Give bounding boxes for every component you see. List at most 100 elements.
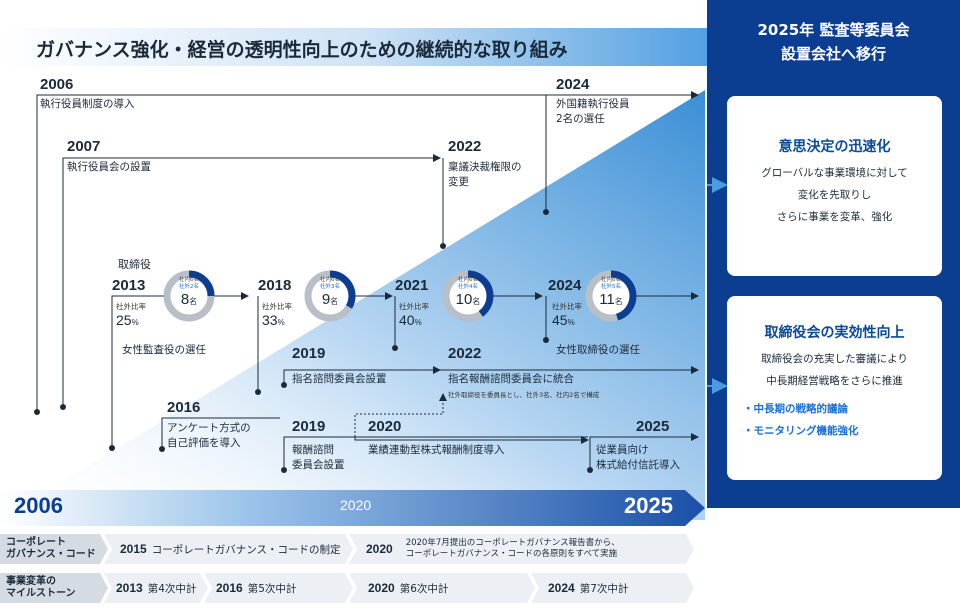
female-director-text: 女性取締役の選任 <box>556 344 640 356</box>
decision-panel: 意思決定の迅速化 グローバルな事業環境に対して 変化を先取りし さらに事業を変革… <box>727 96 942 276</box>
plan-item-2024-text: 第7次中計 <box>579 582 629 595</box>
board-title: 取締役会の実効性向上 <box>764 325 905 341</box>
board-label: 取締役 <box>118 258 151 271</box>
transition-line2: 設置会社へ移行 <box>780 45 886 63</box>
donut-total-unit: 名 <box>189 297 198 306</box>
ratio-caption: 社外比率 <box>552 302 582 311</box>
year-2006: 2006 <box>40 76 74 93</box>
ratio-value: 45% <box>552 312 575 328</box>
event-2022b-text: 指名報酬諮問委員会に統合 <box>448 373 574 385</box>
ratio-unit: % <box>277 318 285 327</box>
ratio-caption: 社外比率 <box>262 302 292 311</box>
event-2016-line1: アンケート方式の <box>167 422 251 434</box>
donut-outside-share <box>585 270 637 322</box>
board-panel: 取締役会の実効性向上 取締役会の充実した審議により 中長期経営戦略をさらに推進 … <box>727 296 942 480</box>
donut-outside-share <box>304 270 356 322</box>
year-2016: 2016 <box>167 399 201 416</box>
code-item-2020-line2: コーポレートガバナンス・コードの各原則をすべて実施 <box>405 549 618 559</box>
donut-inside-count: 社内6名 <box>320 277 340 283</box>
code-item-2020: 2020 2020年7月提出のコーポレートガバナンス報告書から、 コーポレートガ… <box>366 534 620 564</box>
board-year-2013: 2013 <box>112 277 146 294</box>
year-2019a: 2019 <box>292 345 326 362</box>
donut-total-unit: 名 <box>614 297 623 306</box>
ratio-number: 40 <box>399 312 415 328</box>
board-donut-2024 <box>585 270 637 322</box>
event-2022b-note: 社外取締役を委員長とし、社外3名、社内2名で構成 <box>448 391 600 399</box>
decision-line3: さらに事業を変革、強化 <box>776 211 893 223</box>
donut-total: 11名 <box>586 291 636 310</box>
transition-line1: 2025年 監査等委員会 <box>757 21 910 39</box>
axis-end-year: 2025 <box>624 493 673 518</box>
ratio-caption: 社外比率 <box>116 302 146 311</box>
code-row-head2: ガバナンス・コード <box>6 549 96 560</box>
axis-mid-year: 2020 <box>340 497 372 513</box>
decision-line1: グローバルな事業環境に対して <box>761 167 908 179</box>
ratio-unit: % <box>567 318 575 327</box>
ratio-value: 40% <box>399 312 422 328</box>
plan-item-2020-text: 第6次中計 <box>399 582 449 595</box>
donut-outside-count: 社外2名 <box>179 284 199 290</box>
ratio-number: 25 <box>116 312 132 328</box>
year-2022a: 2022 <box>448 138 482 155</box>
donut-total-unit: 名 <box>330 297 339 306</box>
donut-total: 10名 <box>443 291 493 310</box>
female-auditor-text: 女性監査役の選任 <box>122 344 206 356</box>
event-2019b-line2: 委員会設置 <box>292 459 345 471</box>
event-2019b-line1: 報酬諮問 <box>292 444 334 456</box>
year-axis-bar <box>0 490 705 526</box>
donut-inside-count: 社内6名 <box>179 277 199 283</box>
donut-total-number: 10 <box>455 291 473 308</box>
board-donut-2018 <box>304 270 356 322</box>
donut-text: 社内6名 社外3名 9名 <box>305 277 355 310</box>
plan-row-head2: マイルストーン <box>6 588 76 599</box>
donut-outside-count: 社外5名 <box>601 284 621 290</box>
donut-outside-count: 社外3名 <box>320 284 340 290</box>
transition-title: 2025年 監査等委員会 設置会社へ移行 <box>707 18 960 66</box>
plan-item-2013-text: 第4次中計 <box>147 582 197 595</box>
donut-outside-share <box>163 270 215 322</box>
code-item-2015-text: コーポレートガバナンス・コードの制定 <box>151 543 341 556</box>
event-2006-text: 執行役員制度の導入 <box>40 98 135 110</box>
plan-row-head1: 事業変革の <box>6 576 56 587</box>
year-2022b: 2022 <box>448 345 482 362</box>
donut-text: 社内6名 社外2名 8名 <box>164 277 214 310</box>
plan-item-2020-year: 2020 <box>368 581 395 595</box>
code-row-chevrons <box>0 534 694 564</box>
donut-total-number: 8 <box>180 291 190 308</box>
board-year-2018: 2018 <box>258 277 292 294</box>
code-item-2015: 2015 コーポレートガバナンス・コードの制定 <box>120 534 341 564</box>
board-bullet1: ・中長期の戦略的議論 <box>743 403 848 415</box>
event-2024a-line2: 2名の選任 <box>556 113 605 125</box>
code-item-2020-year: 2020 <box>366 542 393 556</box>
board-year-2021: 2021 <box>395 277 429 294</box>
board-donut-2013 <box>163 270 215 322</box>
code-item-2015-year: 2015 <box>120 542 147 556</box>
header-banner <box>0 28 730 66</box>
event-2022a-line2: 変更 <box>448 176 469 188</box>
decision-title: 意思決定の迅速化 <box>778 139 891 155</box>
ratio-unit: % <box>131 318 139 327</box>
board-donut-2021 <box>442 270 494 322</box>
donut-total-number: 9 <box>321 291 331 308</box>
plan-item-2024-year: 2024 <box>548 581 575 595</box>
event-2025-line1: 従業員向け <box>596 444 649 456</box>
donut-total-number: 11 <box>599 291 615 308</box>
plan-item-2013: 2013 第4次中計 <box>116 573 196 603</box>
event-2020-text: 業績連動型株式報酬制度導入 <box>368 444 505 456</box>
ratio-number: 33 <box>262 312 278 328</box>
plan-item-2020: 2020 第6次中計 <box>368 573 448 603</box>
code-item-2020-line1: 2020年7月提出のコーポレートガバナンス報告書から、 <box>405 538 620 548</box>
event-2007-text: 執行役員会の設置 <box>67 161 151 173</box>
ratio-unit: % <box>414 318 422 327</box>
ratio-number: 45 <box>552 312 568 328</box>
donut-outside-count: 社外4名 <box>458 284 478 290</box>
plan-row-chevrons <box>0 573 694 603</box>
year-2024a: 2024 <box>556 76 590 93</box>
event-2025-line2: 株式給付信託導入 <box>596 459 680 471</box>
plan-item-2024: 2024 第7次中計 <box>548 573 628 603</box>
donut-text: 社内6名 社外5名 11名 <box>586 277 636 310</box>
board-year-2024: 2024 <box>548 277 582 294</box>
axis-start-year: 2006 <box>14 493 63 518</box>
plan-item-2016-year: 2016 <box>216 581 243 595</box>
